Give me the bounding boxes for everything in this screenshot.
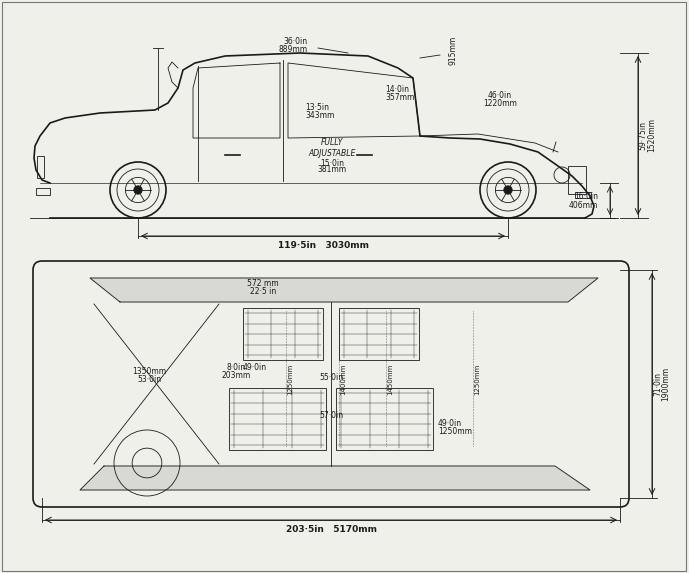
Text: 1520mm: 1520mm [648, 119, 657, 152]
Circle shape [134, 186, 142, 194]
Text: 1250mm: 1250mm [438, 427, 472, 437]
Text: 15·0in: 15·0in [320, 159, 344, 167]
Text: 572 mm: 572 mm [247, 280, 279, 288]
Bar [568, 166, 586, 194]
Bar [575, 192, 591, 198]
Text: 1220mm: 1220mm [483, 99, 517, 108]
Text: 46·0in: 46·0in [488, 91, 512, 100]
Text: 1400mm: 1400mm [340, 363, 346, 395]
Bar [229, 388, 326, 450]
Bar [243, 308, 323, 360]
Polygon shape [80, 466, 590, 490]
Bar [37, 156, 44, 178]
Text: 381mm: 381mm [318, 166, 347, 175]
Text: 1250mm: 1250mm [474, 363, 480, 395]
Polygon shape [90, 278, 598, 302]
Text: 1250mm: 1250mm [287, 363, 293, 395]
Text: 1350mm: 1350mm [132, 367, 166, 376]
Text: 36·0in: 36·0in [284, 37, 308, 46]
Text: 71·0in: 71·0in [653, 372, 663, 396]
Text: 14·0in: 14·0in [385, 85, 409, 95]
Text: 13·5in: 13·5in [305, 104, 329, 112]
Text: 53·0in: 53·0in [137, 375, 161, 384]
Text: 8·0in: 8·0in [227, 363, 245, 372]
Bar [36, 188, 50, 195]
Text: 49·0in: 49·0in [243, 363, 267, 371]
Text: 203mm: 203mm [221, 371, 251, 380]
Text: 22·5 in: 22·5 in [250, 288, 276, 296]
Text: 915mm: 915mm [448, 36, 457, 65]
Text: 357mm: 357mm [385, 93, 414, 103]
Text: FULLY
ADJUSTABLE: FULLY ADJUSTABLE [308, 138, 356, 158]
Text: 49·0in: 49·0in [438, 419, 462, 429]
Text: 203·5in   5170mm: 203·5in 5170mm [285, 525, 376, 535]
Text: 16·0in: 16·0in [574, 192, 598, 201]
Bar [336, 388, 433, 450]
Text: 406mm: 406mm [568, 201, 598, 210]
Text: 57·0in: 57·0in [319, 411, 343, 421]
Text: 889mm: 889mm [279, 45, 308, 54]
Text: 1900mm: 1900mm [661, 367, 670, 401]
Circle shape [504, 186, 512, 194]
Text: 1450mm: 1450mm [387, 363, 393, 395]
Text: 343mm: 343mm [305, 112, 334, 120]
Bar [339, 308, 419, 360]
Text: 55·0in: 55·0in [319, 374, 343, 383]
Text: 59·75in: 59·75in [639, 121, 648, 150]
Text: 119·5in   3030mm: 119·5in 3030mm [278, 241, 369, 250]
